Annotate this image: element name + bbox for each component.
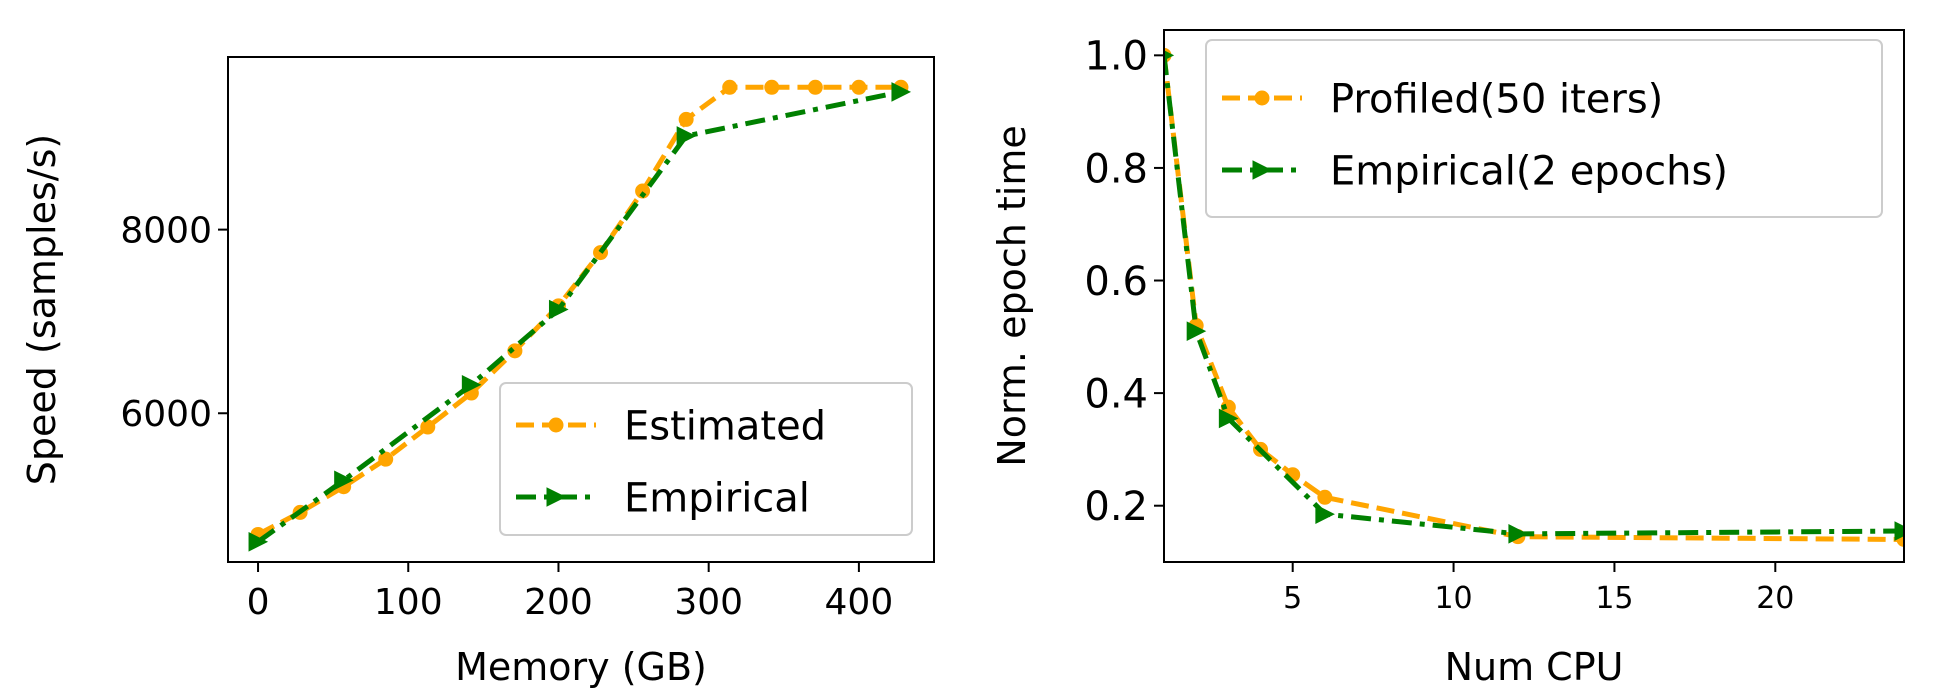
legend-box bbox=[1205, 39, 1883, 218]
legend: Profiled(50 iters) Empirical(2 epochs) bbox=[1205, 39, 1883, 218]
legend-marker bbox=[1252, 160, 1273, 180]
legend: Estimated Empirical bbox=[499, 382, 913, 536]
y-tick-label: 0.6 bbox=[1084, 259, 1148, 305]
legend-label: Empirical(2 epochs) bbox=[1330, 148, 1728, 194]
legend-marker bbox=[1254, 90, 1270, 106]
data-point bbox=[420, 419, 436, 435]
chart-panel-2: 5 10 15 20 0.2 0.4 0.6 0.8 1.0 Num CPU Norm. epoch… bbox=[990, 29, 1905, 689]
data-point bbox=[248, 531, 269, 552]
y-tick-label: 0.8 bbox=[1084, 146, 1148, 192]
data-point bbox=[1894, 521, 1904, 541]
data-point bbox=[1315, 504, 1335, 524]
data-point bbox=[851, 79, 867, 95]
data-point bbox=[334, 470, 354, 491]
series-line bbox=[256, 89, 902, 544]
data-point bbox=[461, 374, 482, 395]
series-2 bbox=[1164, 50, 1904, 544]
x-tick-label: 15 bbox=[1595, 581, 1633, 616]
x-tick-label: 20 bbox=[1756, 581, 1794, 616]
y-tick-label: 6000 bbox=[120, 394, 212, 435]
data-point bbox=[891, 82, 912, 102]
x-axis-label: Num CPU bbox=[1445, 645, 1624, 689]
y-tick-label: 1.0 bbox=[1084, 34, 1148, 80]
axes-frame bbox=[1163, 29, 1905, 563]
data-point bbox=[1317, 489, 1333, 505]
series-2 bbox=[248, 82, 912, 552]
data-point bbox=[764, 79, 780, 95]
x-tick-label: 100 bbox=[374, 582, 443, 623]
x-tick-label: 5 bbox=[1283, 581, 1302, 616]
y-axis-label: Norm. epoch time bbox=[990, 125, 1034, 466]
data-point bbox=[1508, 524, 1529, 544]
legend-marker bbox=[546, 487, 567, 507]
legend-label: Profiled(50 iters) bbox=[1330, 76, 1663, 122]
y-tick-label: 8000 bbox=[120, 211, 212, 252]
x-tick-label: 0 bbox=[247, 582, 270, 623]
legend-box bbox=[499, 382, 913, 536]
y-axis-label: Speed (samples/s) bbox=[20, 134, 64, 485]
y-tick-label: 0.4 bbox=[1084, 372, 1148, 418]
legend-label: Empirical bbox=[624, 475, 810, 521]
axes-frame bbox=[227, 56, 935, 563]
chart-panel-1: 0 100 200 300 400 6000 8000 Memory (GB) Speed (s… bbox=[20, 56, 935, 689]
data-point bbox=[722, 79, 738, 95]
data-point bbox=[678, 111, 694, 127]
data-point bbox=[1186, 321, 1207, 341]
x-tick-label: 300 bbox=[674, 582, 743, 623]
x-axis-label: Memory (GB) bbox=[455, 645, 707, 689]
series-line bbox=[1164, 55, 1904, 537]
data-point bbox=[1164, 50, 1175, 61]
y-tick-label: 0.2 bbox=[1084, 484, 1148, 530]
data-point bbox=[1218, 408, 1239, 429]
legend-label: Estimated bbox=[624, 403, 826, 449]
data-point bbox=[676, 126, 697, 146]
x-tick-label: 10 bbox=[1434, 581, 1472, 616]
x-tick-label: 200 bbox=[524, 582, 593, 623]
data-point bbox=[807, 79, 823, 95]
data-point bbox=[548, 299, 569, 320]
data-point bbox=[378, 451, 394, 467]
x-tick-label: 400 bbox=[825, 582, 894, 623]
legend-marker bbox=[548, 417, 564, 433]
